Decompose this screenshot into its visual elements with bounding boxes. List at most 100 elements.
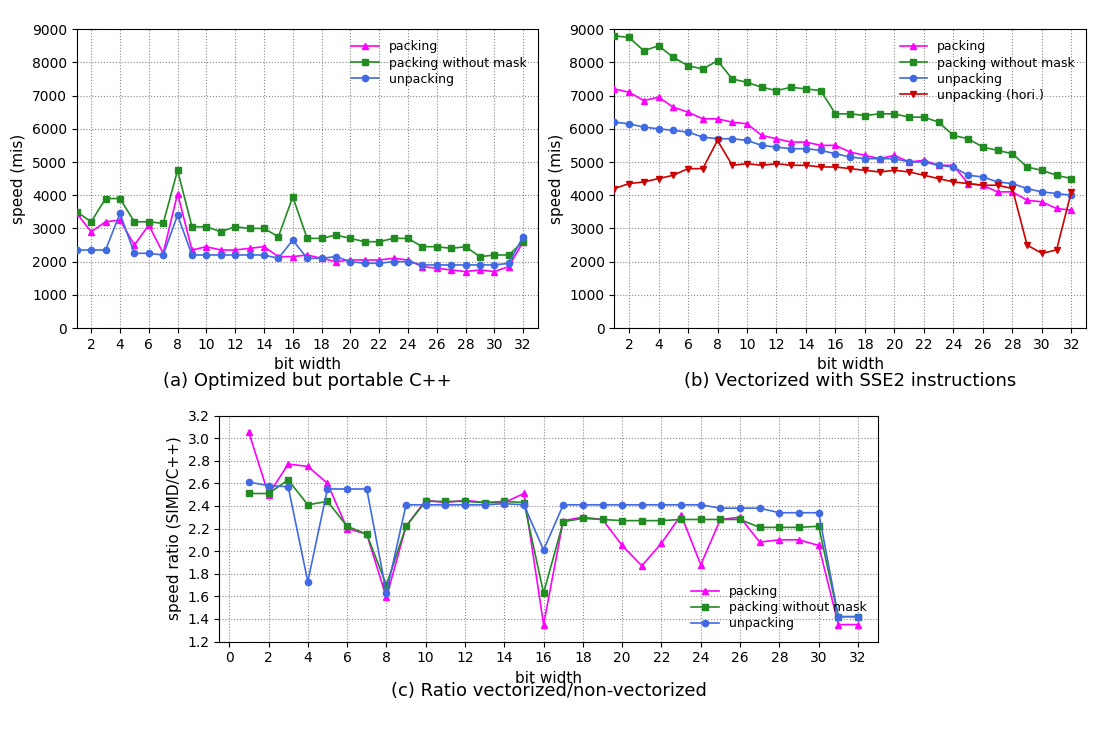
unpacking (hori.) bbox=[858, 166, 871, 175]
unpacking bbox=[171, 211, 184, 219]
unpacking bbox=[829, 149, 842, 158]
unpacking bbox=[416, 260, 429, 269]
unpacking bbox=[286, 235, 299, 244]
packing without mask bbox=[1036, 166, 1049, 175]
packing without mask bbox=[358, 238, 371, 246]
packing bbox=[1006, 187, 1019, 196]
packing bbox=[258, 242, 271, 251]
unpacking bbox=[844, 152, 857, 161]
Text: (a) Optimized but portable C++: (a) Optimized but portable C++ bbox=[162, 372, 452, 390]
packing bbox=[518, 489, 531, 498]
packing without mask bbox=[932, 118, 946, 127]
unpacking bbox=[84, 246, 98, 254]
packing bbox=[402, 256, 415, 265]
Text: (b) Vectorized with SSE2 instructions: (b) Vectorized with SSE2 instructions bbox=[685, 372, 1016, 390]
unpacking bbox=[887, 155, 901, 163]
packing without mask bbox=[734, 515, 747, 524]
packing without mask bbox=[615, 516, 629, 525]
packing without mask bbox=[459, 497, 472, 506]
packing without mask bbox=[200, 222, 213, 231]
packing without mask bbox=[321, 497, 335, 506]
packing without mask bbox=[991, 146, 1004, 155]
packing without mask bbox=[84, 217, 98, 226]
unpacking (hori.) bbox=[917, 171, 930, 179]
packing without mask bbox=[474, 252, 487, 261]
unpacking bbox=[538, 545, 551, 554]
packing without mask bbox=[340, 522, 353, 531]
packing bbox=[675, 510, 688, 519]
packing without mask bbox=[301, 234, 314, 243]
Text: (c) Ratio vectorized/non-vectorized: (c) Ratio vectorized/non-vectorized bbox=[391, 682, 706, 700]
unpacking bbox=[903, 157, 916, 166]
packing without mask bbox=[714, 515, 727, 524]
packing without mask bbox=[444, 244, 457, 253]
unpacking bbox=[474, 260, 487, 269]
unpacking bbox=[596, 500, 609, 509]
unpacking bbox=[873, 155, 886, 163]
packing bbox=[1065, 206, 1078, 214]
unpacking (hori.) bbox=[1065, 187, 1078, 196]
packing bbox=[694, 561, 708, 569]
packing without mask bbox=[302, 500, 315, 509]
packing without mask bbox=[976, 143, 989, 152]
unpacking bbox=[740, 136, 754, 145]
unpacking bbox=[302, 577, 315, 586]
packing bbox=[576, 513, 589, 522]
packing without mask bbox=[635, 516, 648, 525]
packing without mask bbox=[402, 234, 415, 243]
packing bbox=[538, 620, 551, 629]
packing bbox=[814, 141, 827, 149]
packing bbox=[637, 96, 651, 105]
packing without mask bbox=[1065, 174, 1078, 183]
packing without mask bbox=[667, 53, 680, 62]
unpacking bbox=[991, 178, 1004, 187]
packing bbox=[478, 498, 491, 507]
packing bbox=[373, 256, 386, 265]
unpacking bbox=[615, 500, 629, 509]
packing bbox=[772, 535, 785, 544]
Line: packing: packing bbox=[246, 429, 861, 628]
unpacking bbox=[814, 146, 827, 155]
packing bbox=[360, 530, 373, 539]
packing without mask bbox=[70, 208, 83, 217]
unpacking bbox=[1065, 191, 1078, 200]
unpacking bbox=[655, 500, 668, 509]
packing without mask bbox=[380, 581, 393, 590]
unpacking bbox=[770, 143, 783, 152]
packing without mask bbox=[282, 475, 295, 484]
unpacking (hori.) bbox=[1036, 249, 1049, 258]
unpacking bbox=[343, 257, 357, 266]
packing bbox=[143, 221, 156, 230]
unpacking bbox=[1050, 189, 1063, 198]
unpacking bbox=[792, 508, 805, 517]
packing bbox=[416, 262, 429, 271]
packing bbox=[667, 103, 680, 112]
unpacking bbox=[488, 260, 501, 269]
unpacking bbox=[242, 477, 256, 486]
X-axis label: bit width: bit width bbox=[273, 357, 341, 373]
packing without mask bbox=[343, 234, 357, 243]
packing bbox=[1020, 196, 1033, 205]
unpacking (hori.) bbox=[608, 184, 621, 193]
unpacking bbox=[812, 508, 825, 517]
packing bbox=[832, 620, 845, 629]
X-axis label: bit width: bit width bbox=[816, 357, 884, 373]
packing without mask bbox=[478, 498, 491, 507]
unpacking bbox=[387, 257, 400, 266]
packing without mask bbox=[127, 217, 140, 226]
packing without mask bbox=[655, 516, 668, 525]
unpacking bbox=[399, 500, 412, 509]
packing bbox=[596, 515, 609, 524]
unpacking bbox=[258, 251, 271, 260]
packing without mask bbox=[652, 42, 665, 50]
unpacking bbox=[772, 508, 785, 517]
packing without mask bbox=[858, 111, 871, 120]
packing bbox=[430, 264, 443, 273]
packing bbox=[844, 148, 857, 157]
packing without mask bbox=[637, 47, 651, 55]
packing without mask bbox=[740, 78, 754, 87]
packing without mask bbox=[784, 83, 798, 92]
packing bbox=[459, 496, 472, 504]
packing bbox=[1050, 204, 1063, 213]
packing without mask bbox=[185, 222, 199, 231]
